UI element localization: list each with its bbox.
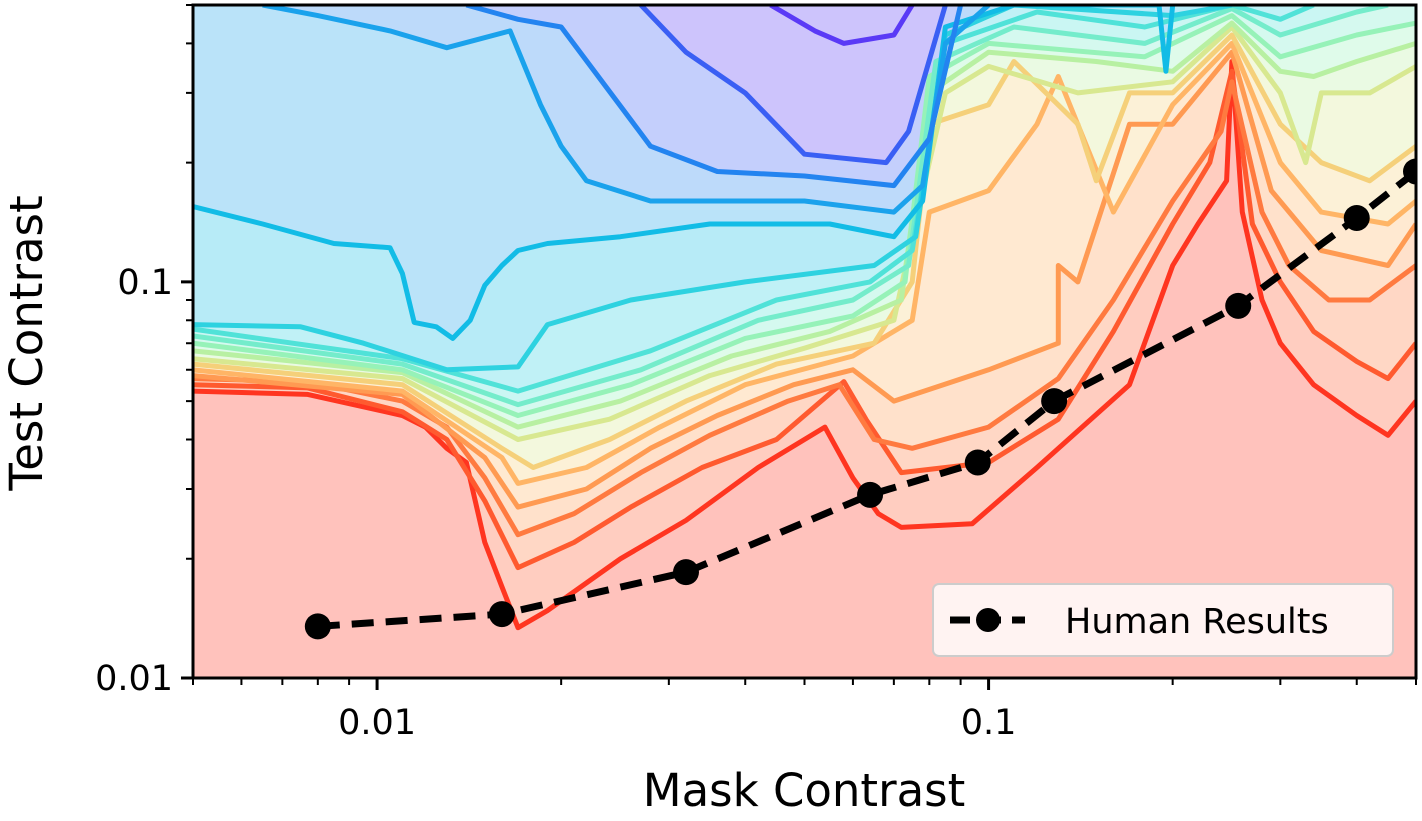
human-results-point [1041, 388, 1068, 415]
contour-line-15 [639, 5, 948, 166]
x-tick-label: 0.1 [961, 703, 1017, 743]
contour-line-8 [193, 13, 1416, 418]
contour-line-16 [769, 5, 915, 46]
contour-line-3 [193, 49, 1416, 510]
human-results-point [488, 601, 515, 628]
human-results-point [1343, 204, 1370, 231]
contour-line-6 [193, 24, 1416, 442]
contour-fill-knockout-15 [640, 5, 946, 163]
human-results-point [672, 559, 699, 586]
human-results-point [1225, 292, 1252, 319]
y-tick-label: 0.1 [117, 263, 173, 303]
legend-box [932, 583, 1394, 657]
human-results-point [964, 449, 991, 476]
legend-marker [976, 608, 1000, 632]
contour-line-0 [193, 59, 1416, 631]
human-results-point [1403, 158, 1416, 185]
contour-line-7 [193, 20, 1416, 430]
contour-line-13 [262, 5, 991, 215]
x-axis-label: Mask Contrast [643, 764, 966, 817]
contour-line-12 [193, 5, 1176, 341]
legend: Human Results [932, 583, 1394, 657]
contour-fill-band-17 [770, 5, 913, 44]
human-results-point [304, 613, 331, 640]
tick-layer [181, 4, 1417, 690]
contour-line-2 [193, 79, 1416, 538]
human-results-point [857, 481, 884, 508]
contour-line-1 [193, 68, 1416, 571]
tick-label-layer: 0.01 0.1 0.01 0.1 [95, 263, 1016, 743]
contour-line-14 [465, 5, 964, 189]
y-tick-label: 0.01 [95, 659, 173, 699]
contour-line-9 [193, 5, 1389, 408]
contour-line-5 [193, 32, 1416, 470]
contour-line-4 [193, 40, 1416, 486]
contour-fill-layer [193, 5, 1416, 678]
human-results-layer [304, 158, 1416, 640]
y-axis-label: Test Contrast [0, 195, 53, 491]
x-tick-label: 0.01 [338, 703, 416, 743]
contour-line-10 [193, 5, 1315, 394]
legend-label: Human Results [1065, 602, 1329, 642]
contour-fill-knockout-16 [770, 5, 913, 44]
contour-fill-band-16 [640, 5, 946, 163]
